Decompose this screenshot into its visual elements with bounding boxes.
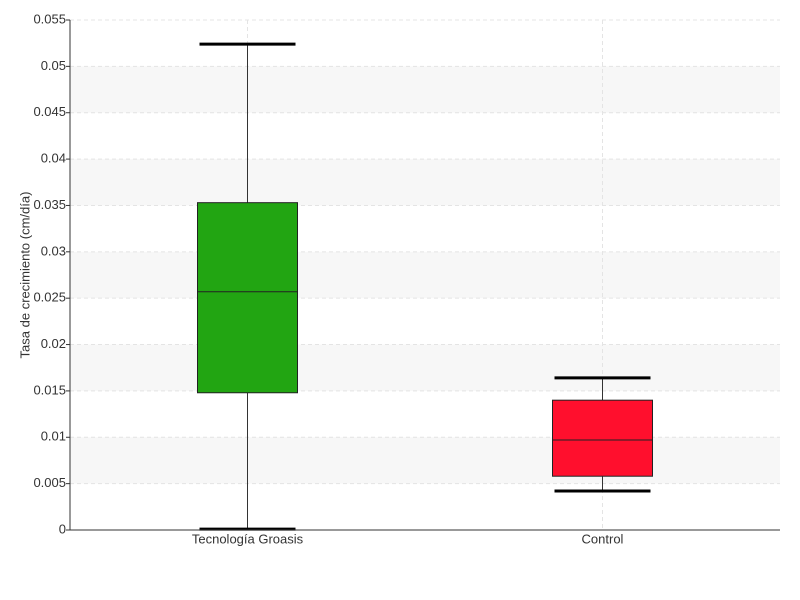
grid-band: [70, 66, 780, 113]
grid-band: [70, 251, 780, 299]
y-axis-title: Tasa de crecimiento (cm/día): [17, 192, 32, 359]
y-tick-label: 0.055: [33, 11, 66, 26]
grid-band: [70, 159, 780, 206]
y-tick-label: 0.03: [41, 243, 66, 258]
y-tick-label: 0.005: [33, 475, 66, 490]
box: [552, 399, 653, 477]
y-tick-label: 0.04: [41, 151, 66, 166]
x-tick-label: Control: [582, 531, 624, 546]
y-tick-label: 0.025: [33, 290, 66, 305]
x-tick-label: Tecnología Groasis: [192, 531, 304, 546]
grid-band: [70, 437, 780, 484]
y-tick-label: 0.02: [41, 336, 66, 351]
y-tick-label: 0.045: [33, 104, 66, 119]
y-tick-label: 0.05: [41, 58, 66, 73]
y-tick-label: 0.015: [33, 382, 66, 397]
y-tick-label: 0.035: [33, 197, 66, 212]
grid-band: [70, 344, 780, 391]
y-tick-label: 0.01: [41, 429, 66, 444]
box: [197, 202, 298, 394]
y-tick-label: 0: [59, 521, 66, 536]
